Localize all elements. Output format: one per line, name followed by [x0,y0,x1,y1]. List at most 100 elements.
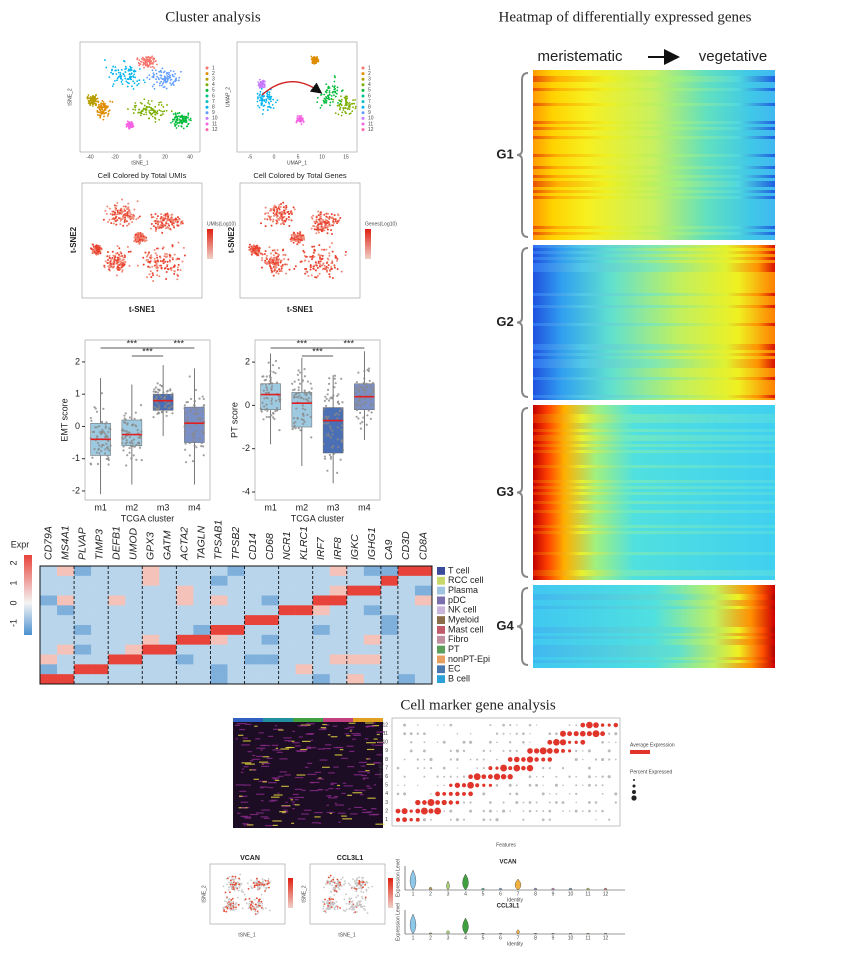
dot [593,722,599,728]
heat-cell [346,605,365,616]
heat-cell [159,625,177,636]
cell-dot [323,886,325,889]
expr-stripe [301,740,311,742]
cell-dot [273,249,276,252]
cell-dot [334,95,337,98]
expr-stripe [306,747,317,749]
cell-dot [340,103,343,106]
cell-dot [164,213,167,216]
cell-dot [317,214,320,217]
cell-dot [265,254,268,257]
sig-label: *** [343,338,354,348]
cell-dot [258,106,261,109]
cell-dot [231,883,234,886]
cell-dot [128,264,131,267]
cell-dot [160,101,162,104]
x-tick-label: m3 [157,502,170,512]
group-bracket [516,247,529,398]
heat-cell [210,595,228,606]
expr-stripe [314,771,321,773]
heat-row [533,630,775,634]
cell-dot [371,885,374,888]
cell-dot [358,882,360,885]
cell-dot [365,880,368,883]
jitter-dot [183,425,186,428]
cell-dot [243,893,246,896]
jitter-dot [188,375,191,378]
cell-dot [176,112,179,115]
heat-cell [40,644,58,655]
cell-dot [328,902,331,905]
heat-cell [295,615,313,626]
expr-stripe [291,742,300,744]
jitter-dot [332,445,335,448]
cell-dot [312,252,315,255]
cell-dot [328,90,331,92]
dot [423,758,426,761]
cell-dot [181,114,183,117]
cell-dot [131,126,134,128]
dot [449,783,453,788]
cell-dot [231,875,234,878]
cell-dot [145,61,148,63]
x-tick-label: 15 [343,154,349,160]
dot [475,783,480,788]
cell-dot [324,266,327,269]
cell-dot [336,220,339,223]
cell-dot [89,104,92,107]
expr-stripe [236,722,247,725]
jitter-dot [337,393,340,396]
cell-dot [225,910,228,913]
cell-dot [337,113,340,116]
cell-dot [160,226,163,229]
heat-row [533,317,775,321]
jitter-dot [267,415,271,419]
legend-dot [205,122,209,126]
heat-row [533,486,775,490]
jitter-dot [341,401,344,404]
cell-dot [328,252,331,255]
cell-dot [261,902,264,905]
cell-dot [254,910,256,913]
jitter-dot [104,448,107,451]
cell-dot [138,215,141,218]
cell-dot [286,263,289,266]
expr-stripe [270,799,278,801]
expr-stripe [278,775,284,777]
expr-stripe [360,765,366,767]
cell-dot [274,101,277,104]
cell-dot [238,877,240,880]
jitter-dot [107,458,110,462]
heat-cell [329,585,348,596]
cell-dot [119,255,122,258]
cell-dot [160,84,163,87]
heat-cell [363,664,382,675]
legend-swatch [437,655,445,664]
heat-row [533,284,775,288]
dot [488,783,492,787]
dot [555,775,558,778]
expr-stripe [353,789,358,791]
cell-dot [163,214,166,217]
expr-stripe [376,731,385,733]
heat-cell [295,625,313,636]
jitter-dot [369,398,373,401]
cell-dot [116,245,119,248]
heat-cell [261,634,279,645]
dot [528,801,532,804]
expr-stripe [336,784,341,787]
cell-dot [314,269,317,272]
cell-dot [168,227,171,230]
cell-dot [270,224,273,227]
heat-row [533,257,775,261]
cell-dot [266,883,269,886]
jitter-dot [324,404,328,408]
dot [580,722,586,728]
jitter-dot [165,410,168,414]
cell-dot [273,262,276,265]
cell-dot [110,71,113,74]
cell-dot [151,65,154,68]
cell-dot [309,264,312,267]
cell-dot [102,106,105,109]
heat-cell [91,634,109,645]
